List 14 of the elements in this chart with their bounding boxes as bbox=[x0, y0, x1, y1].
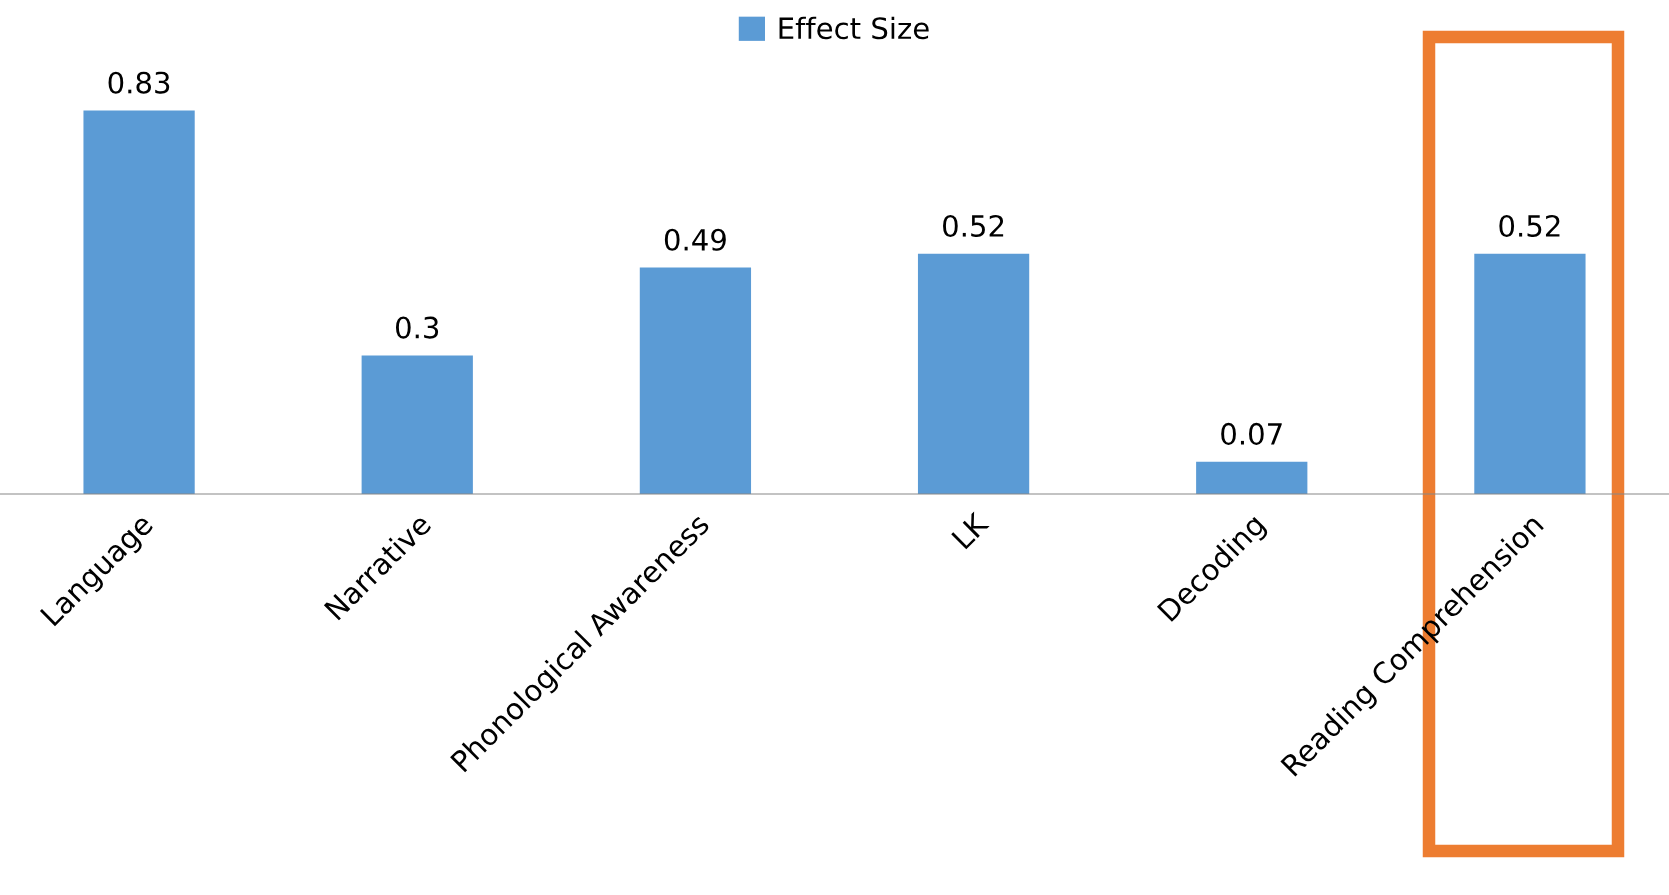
bar bbox=[83, 110, 195, 495]
data-label: 0.49 bbox=[664, 228, 726, 251]
bar bbox=[639, 267, 752, 495]
bar bbox=[1474, 253, 1586, 495]
bar bbox=[917, 253, 1030, 495]
bar bbox=[1196, 461, 1308, 495]
data-label: 0.52 bbox=[943, 214, 1004, 237]
data-label: 0.83 bbox=[108, 71, 170, 94]
data-label: 0.52 bbox=[1499, 214, 1560, 237]
legend-label: Effect Size bbox=[779, 16, 929, 40]
data-label: 0.07 bbox=[1221, 422, 1282, 445]
x-tick-label: LK bbox=[951, 510, 990, 550]
bar bbox=[361, 355, 473, 495]
data-label: 0.3 bbox=[395, 316, 439, 339]
